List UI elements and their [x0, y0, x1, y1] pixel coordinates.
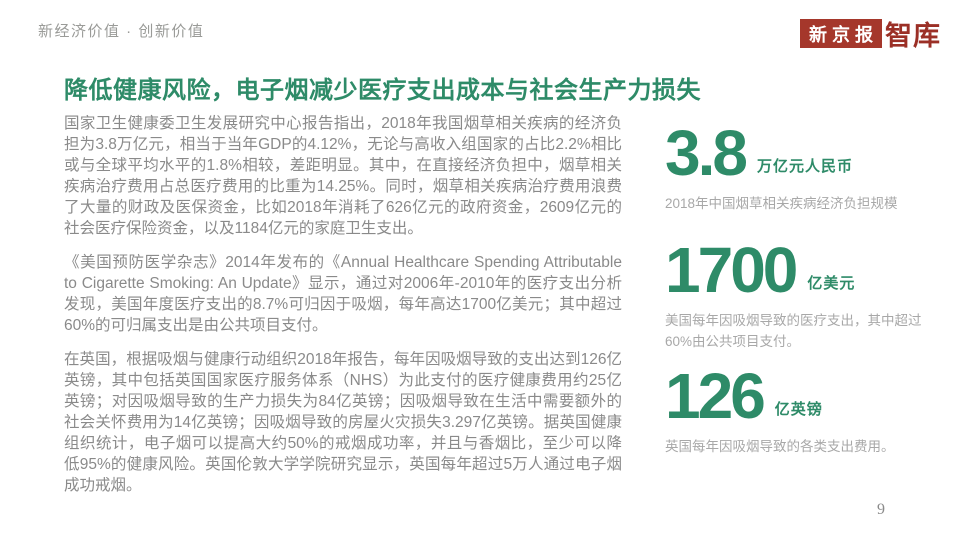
stat-china-burden: 3.8 万亿元人民币 2018年中国烟草相关疾病经济负担规模: [665, 117, 937, 214]
brand-logo: 新京报 智库: [800, 14, 941, 53]
stat-uk-spending: 126 亿英镑 英国每年因吸烟导致的各类支出费用。: [665, 360, 937, 457]
stat-caption: 2018年中国烟草相关疾病经济负担规模: [665, 196, 898, 211]
paragraph-uk: 在英国，根据吸烟与健康行动组织2018年报告，每年因吸烟导致的支出达到126亿英…: [64, 351, 622, 494]
stat-value: 1700: [665, 234, 798, 306]
stat-caption: 美国每年因吸烟导致的医疗支出，其中超过60%由公共项目支付。: [665, 313, 922, 349]
body-text: 国家卫生健康委卫生发展研究中心报告指出，2018年我国烟草相关疾病的经济负担为3…: [64, 113, 622, 509]
stat-usa-spending: 1700 亿美元 美国每年因吸烟导致的医疗支出，其中超过60%由公共项目支付。: [665, 234, 937, 352]
paragraph-china: 国家卫生健康委卫生发展研究中心报告指出，2018年我国烟草相关疾病的经济负担为3…: [64, 115, 622, 237]
stat-value: 126: [665, 360, 766, 432]
page-number: 9: [877, 501, 885, 518]
stat-unit: 亿美元: [807, 275, 856, 292]
logo-side-text: 智库: [885, 21, 941, 51]
stat-caption: 英国每年因吸烟导致的各类支出费用。: [665, 439, 895, 454]
page-title: 降低健康风险，电子烟减少医疗支出成本与社会生产力损失: [64, 77, 701, 104]
stat-value-row: 1700 亿美元: [665, 234, 937, 306]
stat-value-row: 3.8 万亿元人民币: [665, 117, 937, 189]
stat-value-row: 126 亿英镑: [665, 360, 937, 432]
stat-value: 3.8: [665, 117, 748, 189]
stat-unit: 万亿元人民币: [756, 158, 853, 175]
paragraph-usa: 《美国预防医学杂志》2014年发布的《Annual Healthcare Spe…: [64, 254, 622, 334]
stat-unit: 亿英镑: [774, 401, 823, 418]
section-eyebrow: 新经济价值 · 创新价值: [38, 23, 205, 40]
logo-boxed-text: 新京报: [800, 19, 882, 48]
